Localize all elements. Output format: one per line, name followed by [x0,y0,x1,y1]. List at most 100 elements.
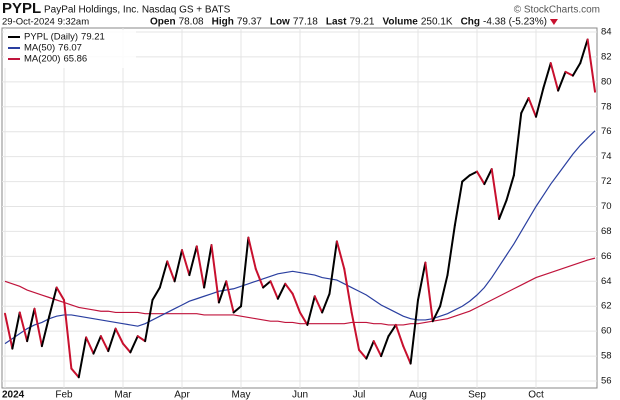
x-tick-label: Jun [292,390,308,400]
price-segment [549,62,560,92]
legend-label: MA(200) [24,54,60,65]
price-segment [476,170,486,186]
credit: © StockCharts.com [514,5,600,16]
price-segment [70,367,80,379]
price-segment [468,170,478,177]
price-segment [99,335,110,353]
price-segment [350,311,360,351]
price-segment [11,311,21,350]
price-segment [232,305,242,314]
price-segment [188,245,198,277]
price-segment [107,327,117,353]
price-segment [372,340,383,358]
price-segment [26,307,36,343]
legend-value: 76.07 [58,43,82,54]
y-tick-label: 72 [601,176,612,187]
price-segment [571,62,582,77]
price-segment [380,335,390,358]
legend-label: PYPL (Daily) [24,32,78,43]
price-segment [254,267,265,289]
x-tick-label: Jul [353,390,366,400]
price-segment [520,97,530,115]
price-segment [461,174,471,183]
price-segment [358,348,368,360]
price-segment [122,342,132,354]
y-tick-label: 62 [601,301,612,312]
price-segment [557,70,567,92]
y-tick-label: 74 [601,151,612,162]
price-segment [313,295,324,314]
price-segment [424,261,434,323]
price-segment [335,240,346,270]
price-segment [483,168,493,186]
price-segment [387,323,397,338]
price-segment [394,323,405,348]
y-tick-label: 76 [601,126,612,137]
price-segment [417,261,427,301]
y-tick-label: 56 [601,376,612,387]
price-segment [328,240,338,295]
x-tick-label: Apr [174,390,190,400]
price-segment [151,286,161,301]
stat-value: -4.38 (-5.23%) [483,17,547,28]
price-segment [402,345,412,365]
price-segment [512,112,523,177]
price-segment [490,168,501,220]
stat-label: Volume [382,17,418,28]
y-tick-label: 64 [601,276,612,287]
price-segment [498,199,508,220]
legend-label: MA(50) [24,43,55,54]
y-tick-label: 66 [601,251,612,262]
price-segment [343,267,353,314]
x-tick-label: Aug [409,390,427,400]
price-segment [321,292,331,314]
price-segment [55,286,65,301]
price-segment [284,282,294,295]
y-tick-label: 78 [601,101,612,112]
price-segment [63,298,73,370]
price-segment [306,295,316,326]
price-segment [527,97,537,118]
price-segment [276,282,287,300]
date: 29-Oct-2024 9:32am [2,17,89,28]
price-segment [269,280,279,300]
price-segment [129,335,139,354]
price-segment [579,38,589,65]
stat-label: High [212,17,234,28]
stat-value: 77.18 [293,17,318,28]
x-tick-label: Oct [528,390,544,400]
price-segment [195,245,206,289]
stat-value: 79.37 [237,17,262,28]
price-segment [166,260,176,283]
price-segment [247,236,257,270]
price-segment [564,70,574,77]
price-segment [240,236,250,308]
price-segment [262,280,272,289]
y-tick-label: 60 [601,326,612,337]
price-segment [535,87,545,118]
x-tick-label: Mar [114,390,132,400]
price-segment [144,298,154,343]
ma-line [4,130,596,345]
x-tick-label: May [232,390,251,400]
price-segment [453,180,464,227]
stat-value: 79.21 [349,17,374,28]
down-arrow-icon [549,19,558,25]
price-segment [85,336,95,355]
y-tick-label: 70 [601,201,612,212]
price-segment [299,311,309,326]
stat-value: 250.1K [421,17,453,28]
y-tick-label: 84 [601,27,612,38]
price-segment [48,286,58,318]
y-tick-label: 82 [601,51,612,62]
price-segment [92,335,102,355]
y-tick-label: 68 [601,226,612,237]
price-segment [114,327,124,345]
y-tick-label: 58 [601,351,612,362]
price-segment [18,311,29,343]
price-segment [203,244,213,289]
price-segment [181,249,191,277]
y-tick-label: 80 [601,76,612,87]
chart-title: PYPL [2,0,41,17]
price-segment [439,274,449,308]
